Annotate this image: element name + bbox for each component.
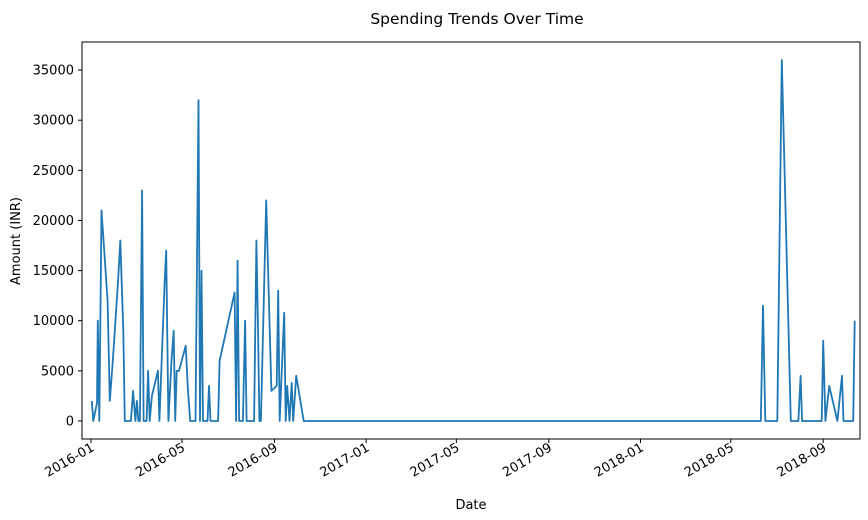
series-line (90, 59, 856, 422)
y-tick-label: 20000 (33, 214, 74, 229)
chart-title: Spending Trends Over Time (370, 10, 583, 28)
y-tick-label: 10000 (33, 314, 74, 329)
plot-area (81, 41, 861, 440)
y-tick-label: 0 (66, 414, 74, 429)
y-tick-label: 5000 (41, 364, 74, 379)
y-tick-label: 35000 (33, 64, 74, 79)
y-axis: 0 5000 10000 15000 20000 25000 30000 35000 (33, 64, 82, 429)
x-axis-label: Date (455, 498, 486, 513)
y-axis-label: Amount (INR) (9, 197, 24, 285)
y-tick-label: 25000 (33, 164, 74, 179)
y-tick-label: 15000 (33, 264, 74, 279)
y-tick-label: 30000 (33, 114, 74, 129)
